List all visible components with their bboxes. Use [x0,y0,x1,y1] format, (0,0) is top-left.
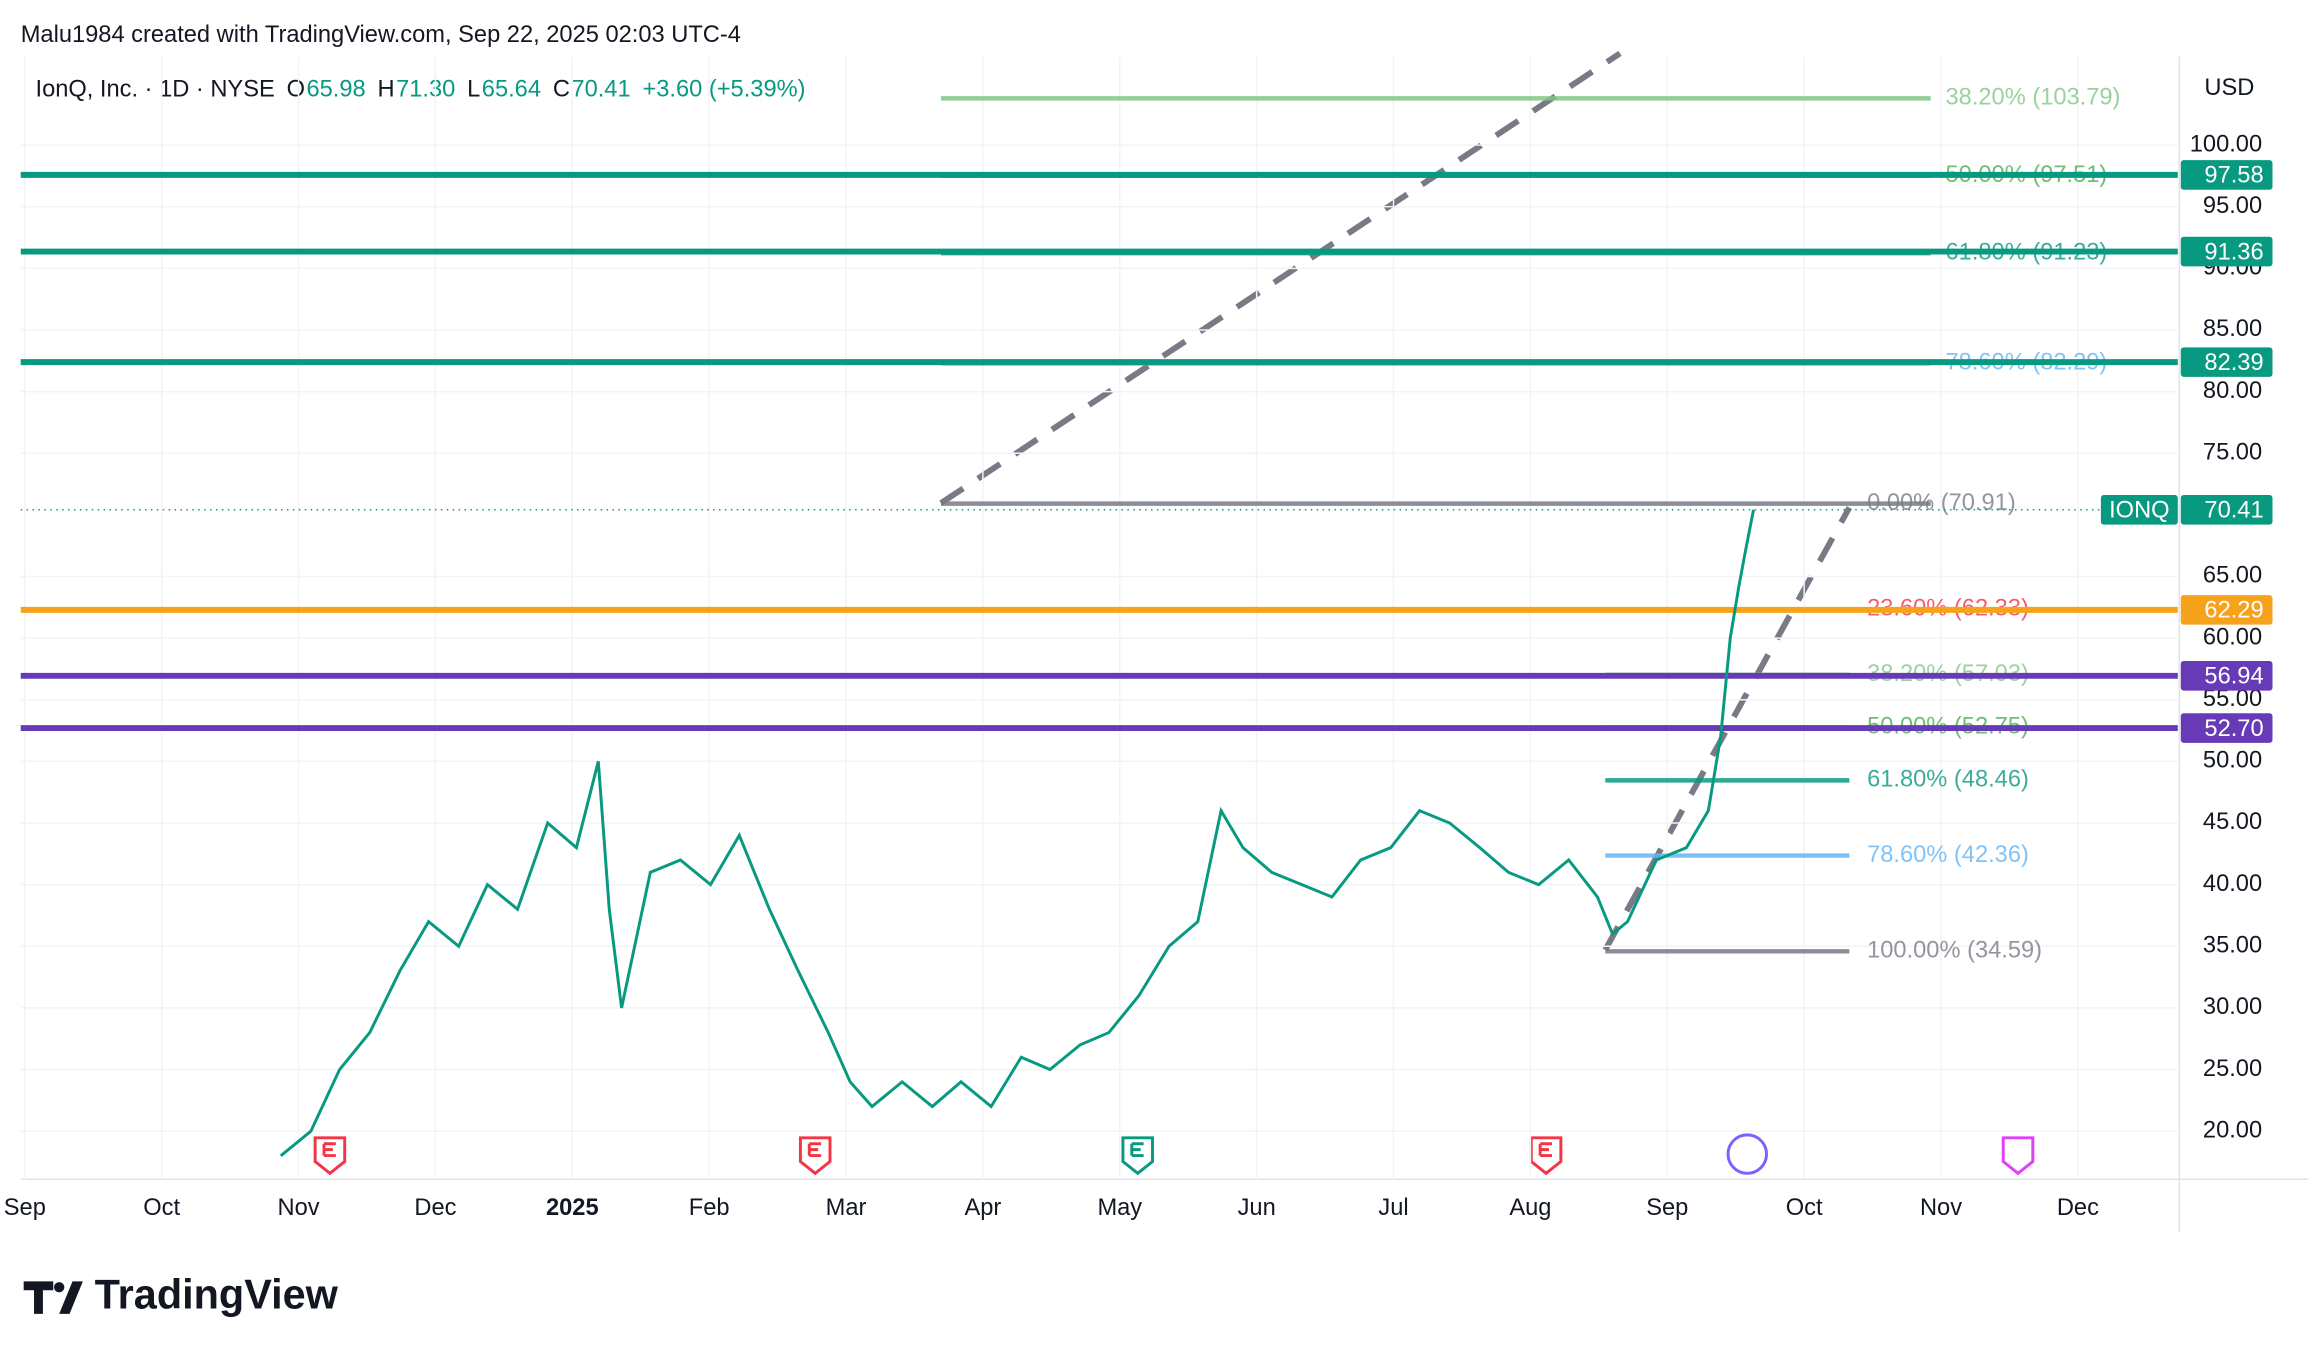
y-tick-label: 40.00 [2203,871,2262,897]
y-tick-label: 30.00 [2203,994,2262,1020]
price-tag [2180,713,2273,743]
y-tick-label: 80.00 [2203,378,2262,404]
y-tick-label: 95.00 [2203,193,2262,219]
x-tick-label: Jul [1378,1195,1408,1221]
y-tick-label: 20.00 [2203,1117,2262,1143]
fib-label: 100.00% (34.59) [1867,938,2042,964]
symbol-name: IonQ, Inc. · 1D · NYSE [36,77,275,103]
earnings-badge [1130,1142,1144,1158]
ohlc-value: 71.30 [396,77,455,103]
y-tick-label: 35.00 [2203,933,2262,959]
earnings-badge [2001,1136,2035,1176]
price-tag-label: 56.94 [2204,664,2263,690]
price-tag-label: 91.36 [2204,239,2263,265]
logo-text: TradingView [95,1272,339,1318]
y-tick-label: 45.00 [2203,809,2262,835]
fib-label: 0.00% (70.91) [1867,490,2016,516]
price-tag [2180,595,2273,625]
earnings-badge [1529,1136,1563,1176]
ohlc-value: 65.64 [482,77,541,103]
author-line: Malu1984 created with TradingView.com, S… [21,22,741,48]
price-tag [2180,160,2273,190]
x-tick-label: Jun [1238,1195,1276,1221]
price-line [279,509,1755,1157]
x-tick-label: Sep [1646,1195,1688,1221]
price-tag-label: 52.70 [2204,716,2263,742]
price-tag-label: 97.58 [2204,163,2263,189]
y-tick-label: 100.00 [2190,131,2262,157]
earnings-badges [313,1133,2035,1176]
x-tick-label: Nov [1920,1195,1962,1221]
earnings-badge [1121,1136,1154,1176]
fib-label: 61.80% (48.46) [1867,767,2029,793]
x-tick-label: Dec [414,1195,456,1221]
earnings-badge [322,1142,336,1158]
symbol-tag [2100,495,2178,525]
logo: TradingView [23,1272,339,1318]
y-tick-label: 25.00 [2203,1056,2262,1082]
x-tick-label: Dec [2057,1195,2099,1221]
x-tick-label: Sep [4,1195,46,1221]
price-tag [2180,661,2273,691]
x-tick-label: Oct [143,1195,180,1221]
ohlc-label: L [467,77,480,103]
symbol-legend: IonQ, Inc. · 1D · NYSE O 65.98 H 71.30 L 65.64… [36,77,806,103]
ohlc-label: O [287,77,305,103]
y-tick-label: 85.00 [2203,316,2262,342]
logo-mark [54,1282,65,1293]
ohlc-value: 65.98 [306,77,365,103]
price-tag-label: 70.41 [2204,498,2263,524]
y-tick-label: 75.00 [2203,439,2262,465]
x-tick-label: Oct [1786,1195,1823,1221]
x-tick-label: Mar [826,1195,867,1221]
ohlc-label: H [378,77,395,103]
price-tag [2180,495,2273,525]
earnings-badge [313,1136,347,1176]
price-tag-label: 62.29 [2204,598,2263,624]
trend-line [1602,506,1852,952]
earnings-badge [807,1142,822,1158]
earnings-badge [798,1136,832,1176]
ohlc-value: 70.41 [571,77,630,103]
x-tick-label: May [1097,1195,1142,1221]
price-tag [2180,347,2273,377]
y-tick-label: 60.00 [2203,624,2262,650]
ohlc-label: C [553,77,570,103]
x-tick-label: 2025 [546,1195,599,1221]
trend-line [939,50,1622,506]
symbol-tag-label: IONQ [2109,498,2169,524]
price-tag [2180,236,2273,267]
x-tick-label: Feb [689,1195,730,1221]
price-tag-label: 82.39 [2204,350,2263,376]
x-tick-label: Aug [1509,1195,1551,1221]
x-tick-label: Apr [965,1195,1002,1221]
currency: USD [2204,75,2254,101]
y-tick-label: 65.00 [2203,563,2262,589]
event-badge [1726,1133,1768,1175]
fib-label: 38.20% (103.79) [1946,85,2121,111]
fib-label: 78.60% (42.36) [1867,842,2029,868]
x-tick-label: Nov [278,1195,320,1221]
change: +3.60 (+5.39%) [642,77,805,103]
earnings-badge [1538,1142,1552,1158]
y-tick-label: 50.00 [2203,748,2262,774]
logo-mark [23,1281,83,1314]
